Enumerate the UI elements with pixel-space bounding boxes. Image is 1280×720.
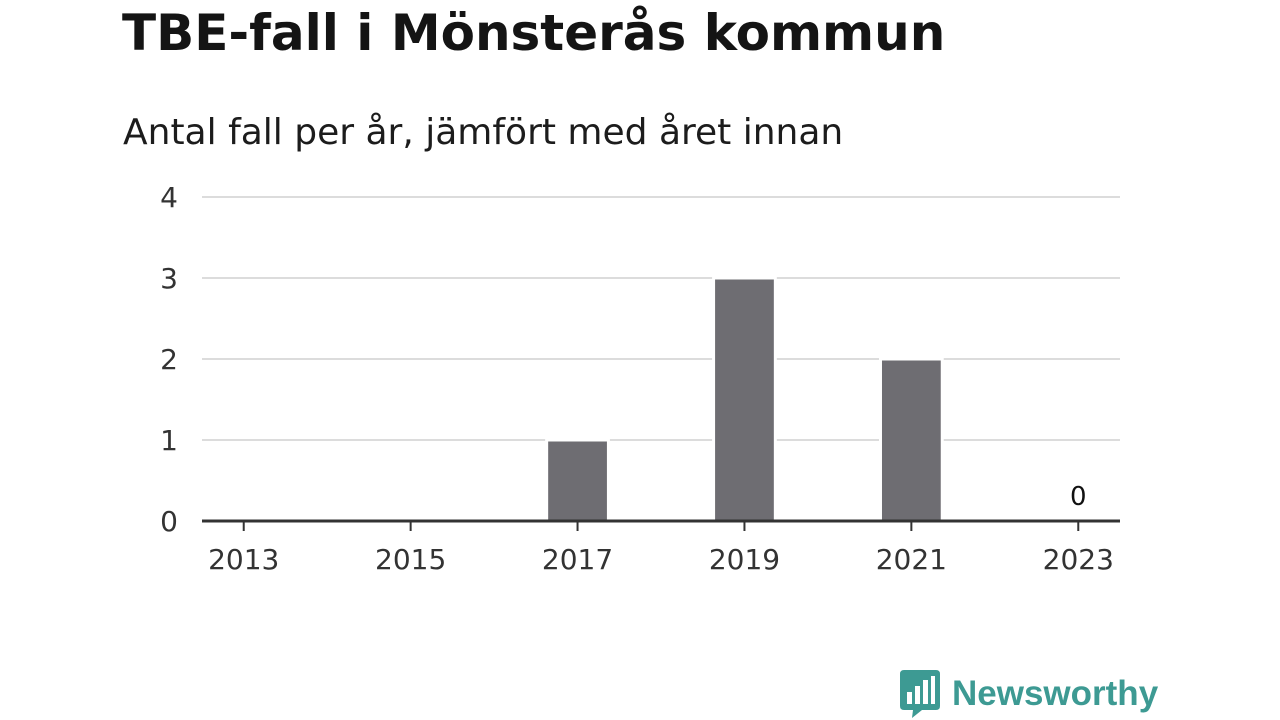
- y-tick-label: 3: [160, 262, 178, 295]
- y-tick-label: 4: [160, 181, 178, 214]
- bar-2019: [712, 276, 777, 523]
- x-tick-label: 2015: [375, 543, 446, 576]
- newsworthy-logo: Newsworthy: [900, 668, 1158, 720]
- x-axis-ticks: 2013 2015 2017 2019 2021 2023: [208, 521, 1114, 576]
- newsworthy-logo-icon: [900, 670, 940, 718]
- bars: [545, 276, 944, 523]
- y-axis-ticks: 0 1 2 3 4: [160, 181, 178, 538]
- bar-chart: 0 1 2 3 4 2013 2015 2017 2019 2021 2023 0: [160, 181, 1120, 576]
- grid-lines: [202, 196, 1120, 441]
- x-tick-label: 2021: [876, 543, 947, 576]
- x-tick-label: 2013: [208, 543, 279, 576]
- data-label-2023: 0: [1070, 482, 1087, 512]
- x-tick-label: 2023: [1043, 543, 1114, 576]
- x-tick-label: 2017: [542, 543, 613, 576]
- y-tick-label: 2: [160, 343, 178, 376]
- newsworthy-logo-text: Newsworthy: [952, 674, 1159, 713]
- chart-title: TBE-fall i Mönsterås kommun: [122, 4, 946, 62]
- bar-2021: [878, 357, 944, 523]
- x-tick-label: 2019: [709, 543, 780, 576]
- data-labels: 0: [1070, 482, 1087, 512]
- bar-2017: [545, 438, 610, 523]
- chart-subtitle: Antal fall per år, jämfört med året inna…: [123, 112, 844, 153]
- y-tick-label: 0: [160, 505, 178, 538]
- y-tick-label: 1: [160, 424, 178, 457]
